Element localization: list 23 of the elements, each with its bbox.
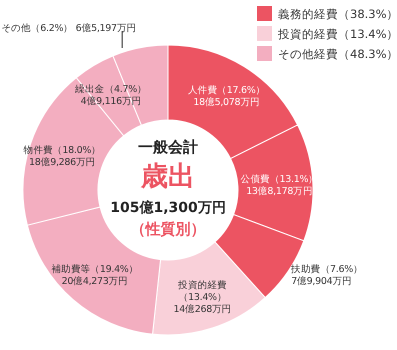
slice-label: 繰出金（4.7%） <box>74 83 147 96</box>
text: その他経費（48.3%） <box>278 47 397 61</box>
text: 4億9,116万円 <box>80 95 142 108</box>
category-label: その他（6.2%） 6億5,197万円 <box>1 23 136 34</box>
slice-label: 公債費（13.1%） <box>240 173 318 186</box>
text: 7億9,904万円 <box>291 274 352 287</box>
text: 歳出 <box>140 161 195 192</box>
text: 18億5,078万円 <box>193 96 260 108</box>
text: 14億268万円 <box>174 303 232 316</box>
text: 義務的経費（38.3%） <box>278 7 397 21</box>
text: 13億8,178万円 <box>246 185 312 198</box>
slice-label: 人件費（17.6%） <box>188 84 266 96</box>
slice-label: 扶助費（7.6%） <box>290 262 363 275</box>
text: 105億1,300万円 <box>110 199 226 216</box>
data-label: （13.4%） <box>178 292 226 304</box>
text: 投資的経費（13.4%） <box>277 27 397 41</box>
text: 18億9,286万円 <box>29 156 96 168</box>
text: 一般会計 <box>138 138 198 156</box>
slice-label: 補助費等（19.4%） <box>51 263 138 276</box>
text: 20億4,273万円 <box>62 275 128 288</box>
slice-label: 投資的経費 <box>177 279 227 292</box>
slice-label: 物件費（18.0%） <box>24 144 101 156</box>
text: （性質別） <box>130 220 206 238</box>
